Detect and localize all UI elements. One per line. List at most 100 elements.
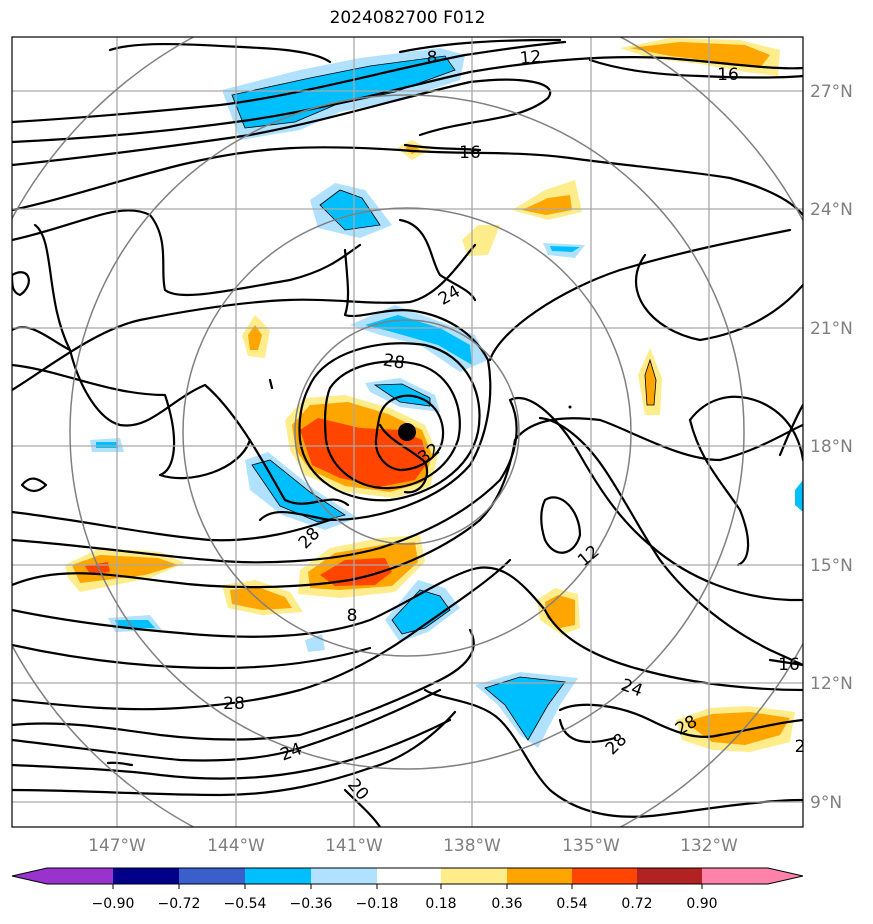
contour-lines: [12, 38, 803, 827]
contour-line: [323, 360, 461, 490]
map-area: 8 12 16 16 24 28 32 28 12 8 16 24 28 28 …: [12, 37, 803, 827]
contour-label: 28: [381, 350, 406, 373]
neg-shade-core: [232, 56, 455, 128]
colorbar-tick-label: −0.18: [356, 896, 399, 912]
contour-label: 16: [717, 65, 739, 85]
lat-label: 21°N: [810, 319, 853, 339]
shaded-fields: [65, 38, 803, 752]
contour-line: [634, 253, 803, 342]
contour-label: 8: [347, 606, 358, 626]
contour-line: [398, 38, 562, 54]
range-ring: [182, 207, 632, 657]
contour-line: [298, 342, 481, 502]
colorbar-tick-label: −0.72: [158, 896, 201, 912]
contour-label: 20: [343, 775, 372, 804]
pos-shade: [462, 225, 500, 256]
contour-line: [12, 558, 512, 711]
contour-line: [12, 40, 567, 124]
colorbar-bin: [507, 868, 572, 884]
neg-shade-core: [485, 677, 565, 740]
pos-shade-mid: [248, 325, 262, 350]
colorbar-tick-label: 0.54: [556, 896, 587, 912]
contour-line: [403, 143, 482, 152]
gridlines: [12, 37, 803, 827]
shade-outline: [391, 589, 451, 635]
contour-line: [12, 510, 332, 542]
contour-label: 24: [278, 739, 305, 765]
contour-line: [688, 418, 750, 567]
contour-line: [558, 718, 617, 744]
contour-line: [688, 395, 803, 462]
contour-line: [268, 378, 274, 390]
colorbar-bin: [441, 868, 507, 884]
map-title: 2024082700 F012: [329, 8, 486, 28]
lat-label: 18°N: [810, 437, 853, 457]
colorbar-bin: [245, 868, 311, 884]
lon-label: 147°W: [88, 836, 146, 856]
neg-shade-core: [550, 246, 580, 252]
contour-line: [12, 643, 372, 670]
contour-line: [12, 271, 30, 297]
contour-line: [106, 761, 134, 767]
colorbar-bin: [47, 868, 113, 884]
colorbar-tick-label: 0.36: [491, 896, 522, 912]
contour-line: [12, 417, 803, 589]
range-ring: [294, 319, 520, 545]
contour-line: [398, 218, 477, 302]
map-frame: [11, 36, 804, 828]
shade-outline: [484, 676, 566, 741]
colorbar-tick-label: 0.18: [425, 896, 456, 912]
shade-outline: [373, 383, 431, 407]
storm-center-dot: [398, 423, 416, 441]
contour-line: [778, 403, 803, 457]
latitude-labels: 27°N 24°N 21°N 18°N 15°N 12°N 9°N: [810, 82, 853, 813]
colorbar-bin: [311, 868, 377, 884]
contour-label: 16: [778, 655, 800, 675]
colorbar-bin: [637, 868, 702, 884]
contour-line: [423, 688, 803, 818]
colorbar-bin: [179, 868, 245, 884]
neg-shade-core: [96, 442, 118, 448]
pos-shade-mid: [522, 195, 572, 215]
colorbar-tick-label: −0.54: [224, 896, 267, 912]
range-ring: [69, 94, 745, 770]
colorbar-bin: [113, 868, 179, 884]
contour-line: [20, 477, 48, 493]
contour-label: 16: [459, 143, 481, 163]
contour-line: [12, 363, 252, 480]
contour-line: [12, 78, 552, 167]
lon-label: 144°W: [207, 836, 265, 856]
colorbar-bin: [377, 868, 441, 884]
lon-label: 138°W: [443, 836, 501, 856]
contour-line: [540, 496, 582, 554]
shade-outline: [644, 358, 657, 406]
contour-line: [33, 223, 350, 507]
lat-label: 12°N: [810, 674, 853, 694]
lon-label: 132°W: [680, 836, 738, 856]
contour-line: [108, 42, 332, 64]
colorbar-tick-label: 0.72: [621, 896, 652, 912]
contour-label: 28: [602, 730, 631, 759]
contour-label: 12: [519, 47, 542, 69]
contour-line: [258, 248, 492, 522]
neg-shade-core: [115, 620, 155, 628]
shade-outline: [231, 55, 456, 129]
colorbar-tick-label: −0.90: [92, 896, 135, 912]
colorbar-outline: [11, 867, 804, 885]
contour-line: [768, 658, 803, 667]
colorbar-tick-label: −0.36: [290, 896, 333, 912]
neg-shade-core: [392, 590, 450, 634]
colorbar-bin: [702, 868, 768, 884]
contour-line: [488, 228, 792, 362]
contour-line: [588, 58, 803, 79]
contour-line: [12, 243, 477, 392]
shade-outline: [251, 459, 346, 523]
contour-line: [12, 710, 457, 797]
small-dot: [568, 405, 572, 409]
neg-shade-core: [252, 460, 345, 522]
contour-line: [12, 688, 442, 762]
colorbar-under: [12, 868, 47, 884]
lon-label: 141°W: [325, 836, 383, 856]
longitude-labels: 147°W 144°W 141°W 138°W 135°W 132°W: [88, 836, 738, 856]
